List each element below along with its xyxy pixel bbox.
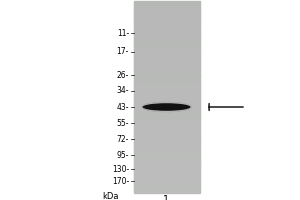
- Text: 130-: 130-: [112, 164, 129, 173]
- Bar: [134, 106, 200, 109]
- Bar: [134, 101, 200, 105]
- Bar: [134, 147, 200, 150]
- Bar: [134, 142, 200, 145]
- Text: 72-: 72-: [117, 134, 129, 144]
- Bar: [134, 8, 200, 12]
- Bar: [134, 70, 200, 74]
- Bar: [134, 149, 200, 152]
- Bar: [134, 151, 200, 155]
- Bar: [134, 58, 200, 62]
- Bar: [134, 130, 200, 133]
- Text: 170-: 170-: [112, 176, 129, 186]
- Bar: [134, 15, 200, 19]
- Bar: [134, 135, 200, 138]
- Text: kDa: kDa: [102, 192, 119, 200]
- Bar: [134, 128, 200, 131]
- Bar: [134, 77, 200, 81]
- Ellipse shape: [142, 103, 190, 111]
- Bar: [134, 22, 200, 26]
- Bar: [134, 82, 200, 86]
- Text: 11-: 11-: [117, 28, 129, 38]
- Bar: [134, 116, 200, 119]
- Text: 43-: 43-: [116, 102, 129, 112]
- Bar: [134, 104, 200, 107]
- Bar: [134, 32, 200, 35]
- Bar: [134, 54, 200, 57]
- Bar: [134, 75, 200, 78]
- Bar: [134, 120, 200, 124]
- Bar: [134, 25, 200, 28]
- Bar: [134, 118, 200, 121]
- Bar: [134, 166, 200, 169]
- Bar: [134, 44, 200, 47]
- Bar: [134, 89, 200, 93]
- Bar: [134, 154, 200, 157]
- Bar: [134, 73, 200, 76]
- Bar: [134, 68, 200, 71]
- Bar: [134, 99, 200, 102]
- Bar: [134, 180, 200, 183]
- Bar: [134, 171, 200, 174]
- Text: 34-: 34-: [116, 86, 129, 95]
- Bar: [134, 132, 200, 136]
- Text: 1: 1: [164, 195, 169, 200]
- Bar: [134, 123, 200, 126]
- Bar: [134, 187, 200, 191]
- Bar: [134, 39, 200, 43]
- Text: 17-: 17-: [117, 47, 129, 56]
- Bar: [134, 65, 200, 69]
- Bar: [134, 3, 200, 7]
- Bar: [134, 94, 200, 98]
- Bar: [134, 178, 200, 181]
- Bar: [134, 13, 200, 16]
- Bar: [134, 30, 200, 33]
- Bar: [134, 163, 200, 167]
- Bar: [134, 113, 200, 117]
- Bar: [134, 20, 200, 23]
- Bar: [134, 49, 200, 52]
- Bar: [134, 108, 200, 112]
- Bar: [134, 137, 200, 140]
- Bar: [134, 85, 200, 88]
- Text: 55-: 55-: [116, 118, 129, 128]
- Bar: [134, 11, 200, 14]
- Bar: [134, 63, 200, 66]
- Bar: [134, 1, 200, 4]
- Bar: [134, 92, 200, 95]
- Bar: [134, 173, 200, 176]
- Bar: [134, 96, 200, 100]
- Bar: [134, 46, 200, 50]
- Bar: [134, 159, 200, 162]
- Bar: [134, 144, 200, 148]
- Bar: [134, 56, 200, 59]
- Text: 26-: 26-: [117, 71, 129, 79]
- Bar: [134, 87, 200, 90]
- Bar: [134, 61, 200, 64]
- Bar: [134, 80, 200, 83]
- Bar: [134, 6, 200, 9]
- Bar: [134, 175, 200, 179]
- Bar: [134, 125, 200, 129]
- Bar: [134, 27, 200, 31]
- Bar: [134, 111, 200, 114]
- Bar: [134, 156, 200, 160]
- Bar: [134, 185, 200, 188]
- Bar: [134, 42, 200, 45]
- Bar: [134, 37, 200, 40]
- Text: 95-: 95-: [116, 150, 129, 160]
- Bar: [134, 51, 200, 55]
- Bar: [134, 182, 200, 186]
- Bar: [134, 190, 200, 193]
- Bar: [134, 34, 200, 38]
- Bar: [134, 168, 200, 172]
- Bar: [134, 18, 200, 21]
- Bar: [134, 139, 200, 143]
- Bar: [134, 161, 200, 164]
